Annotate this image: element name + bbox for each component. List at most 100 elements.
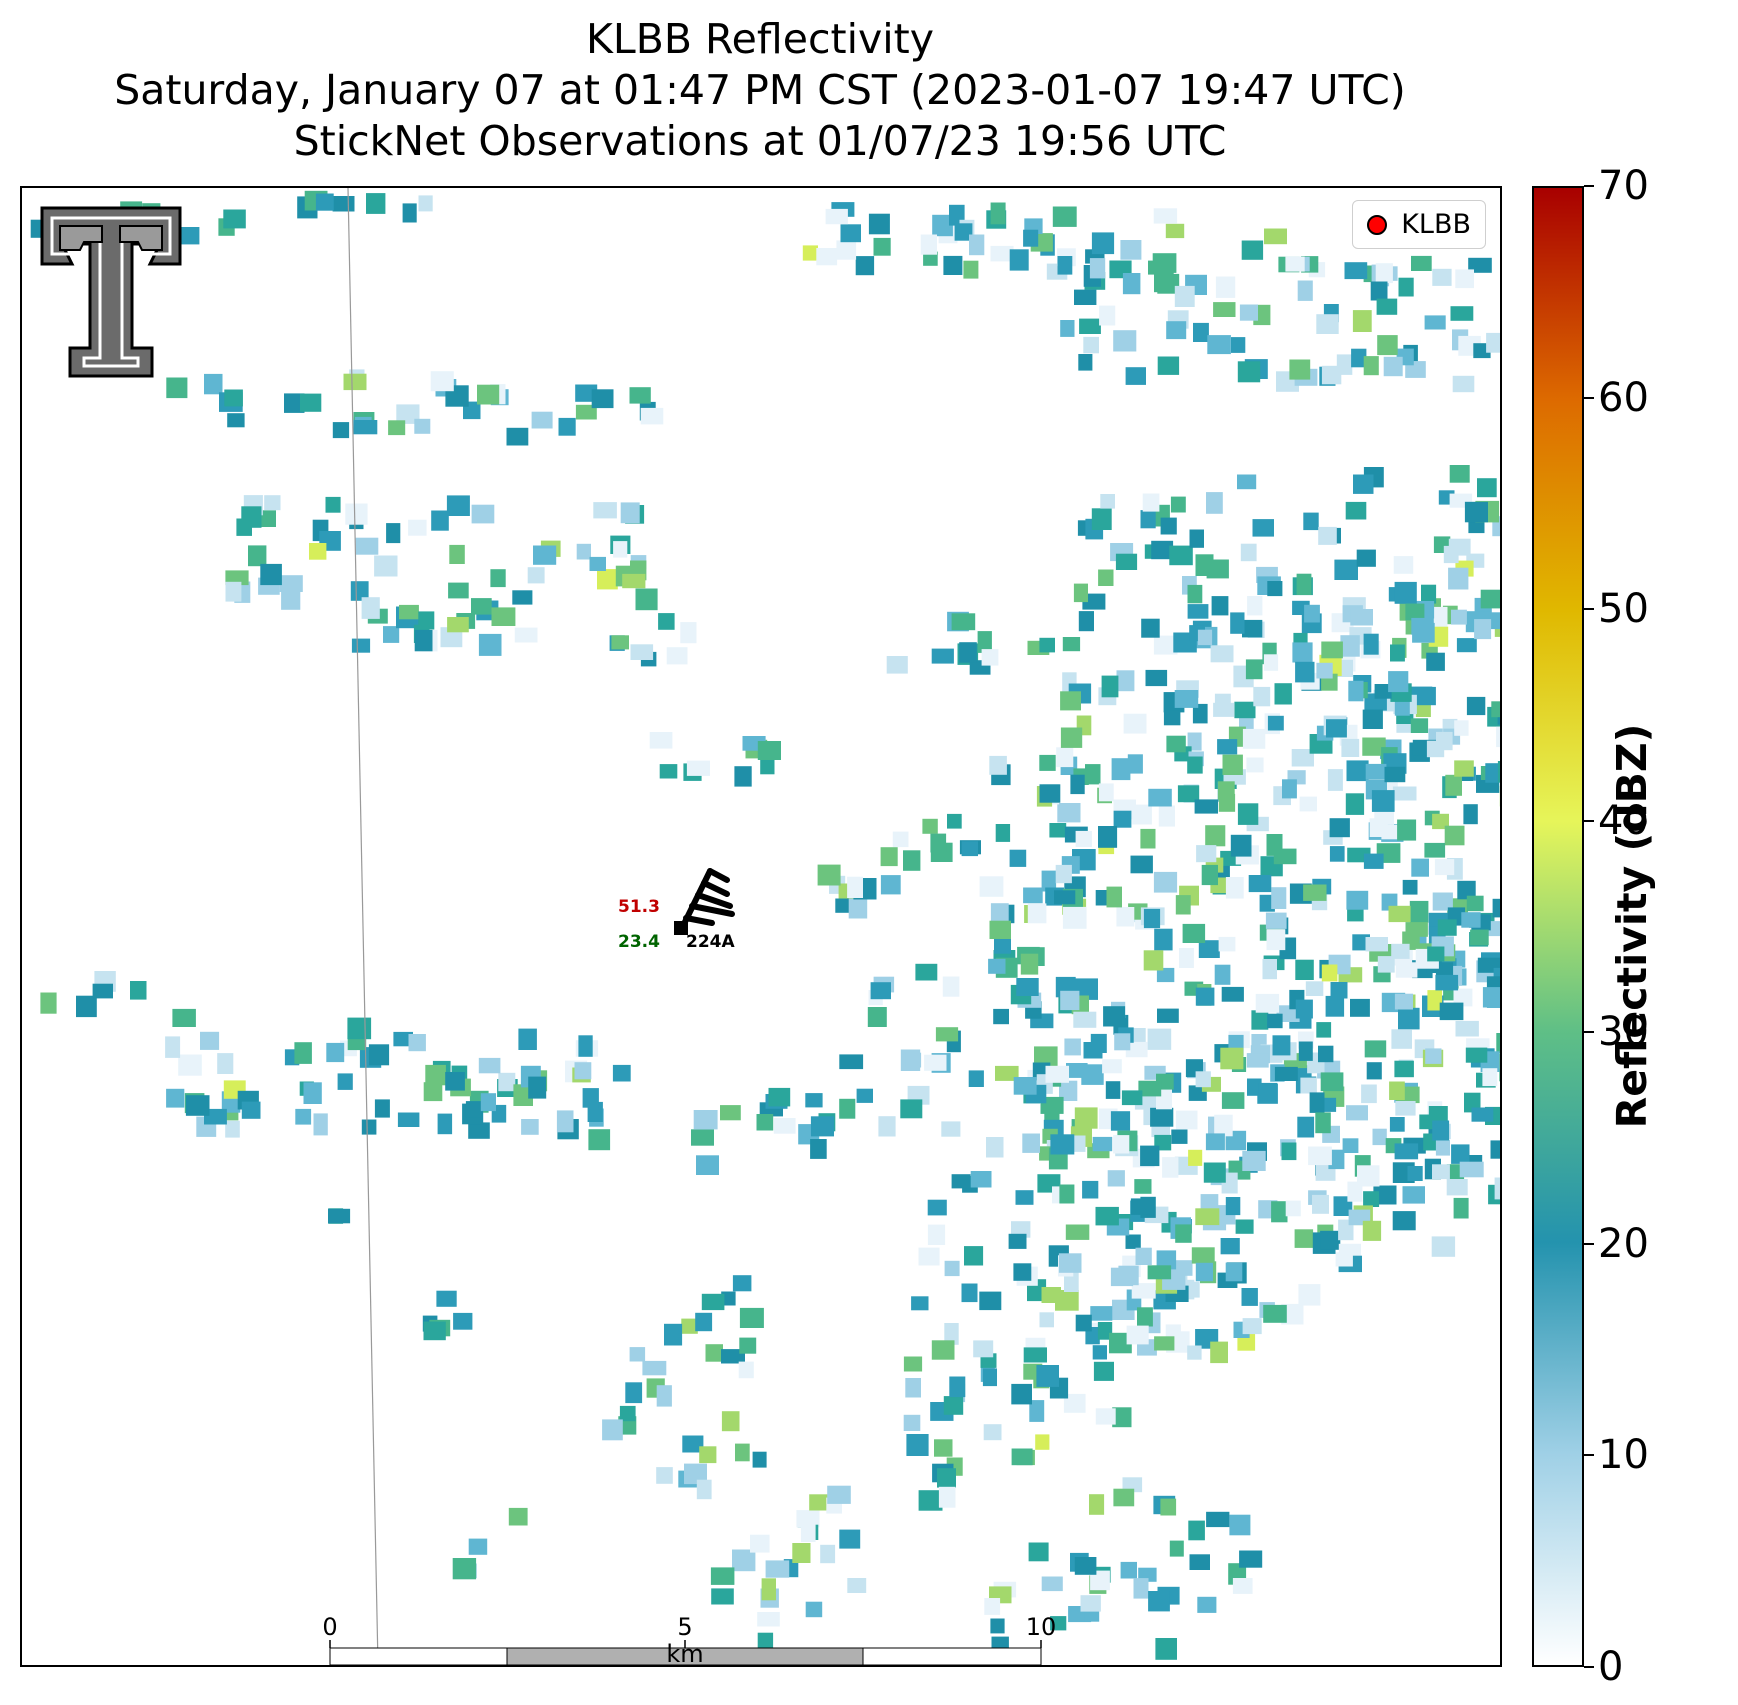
reflectivity-cell xyxy=(666,647,688,665)
reflectivity-cell xyxy=(1455,1020,1479,1037)
reflectivity-cell xyxy=(1070,1135,1086,1152)
reflectivity-cell xyxy=(1397,819,1417,841)
reflectivity-cell xyxy=(477,384,500,405)
reflectivity-cell xyxy=(1263,1304,1287,1323)
reflectivity-cell xyxy=(471,504,495,524)
reflectivity-cell xyxy=(1471,1107,1494,1122)
reflectivity-cell xyxy=(490,569,506,588)
reflectivity-cell xyxy=(227,413,245,428)
reflectivity-cell xyxy=(1308,1146,1332,1166)
reflectivity-cell xyxy=(1375,263,1393,284)
reflectivity-cell xyxy=(918,1490,943,1511)
reflectivity-cell xyxy=(1485,763,1500,783)
reflectivity-cell xyxy=(225,1120,240,1138)
reflectivity-cell xyxy=(1435,974,1459,991)
reflectivity-cell xyxy=(1320,1072,1344,1092)
reflectivity-cell xyxy=(300,393,322,412)
reflectivity-cell xyxy=(1153,635,1178,655)
reflectivity-cell xyxy=(325,496,341,513)
reflectivity-cell xyxy=(1350,998,1370,1017)
reflectivity-cell xyxy=(1357,1165,1380,1187)
reflectivity-cell xyxy=(1248,875,1272,893)
reflectivity-cell xyxy=(691,1129,714,1146)
reflectivity-cell xyxy=(521,1119,539,1135)
colorbar-tick-label: 0 xyxy=(1598,1644,1624,1690)
reflectivity-cell xyxy=(629,1347,646,1362)
reflectivity-cell xyxy=(873,237,891,256)
reflectivity-cell xyxy=(1090,1306,1113,1321)
colorbar-tick-mark xyxy=(1584,819,1594,822)
reflectivity-cell xyxy=(1157,1008,1179,1023)
reflectivity-cell xyxy=(1321,641,1343,659)
title-line-2: Saturday, January 07 at 01:47 PM CST (20… xyxy=(114,66,1406,114)
reflectivity-cell xyxy=(1427,990,1443,1011)
reflectivity-cell xyxy=(941,1121,961,1137)
reflectivity-cell xyxy=(576,543,591,560)
reflectivity-cell xyxy=(686,760,710,776)
reflectivity-cell xyxy=(1174,285,1195,307)
reflectivity-cell xyxy=(1154,928,1173,951)
sticknet-station-224A[interactable]: 51.3 23.4 224A xyxy=(618,868,735,952)
reflectivity-cell xyxy=(977,631,992,653)
reflectivity-cell xyxy=(1125,1041,1148,1058)
reflectivity-cell xyxy=(1491,701,1500,718)
reflectivity-cell xyxy=(1362,737,1386,756)
reflectivity-cell xyxy=(990,245,1014,262)
reflectivity-cell xyxy=(642,1360,667,1376)
reflectivity-cell xyxy=(757,741,781,760)
reflectivity-cell xyxy=(735,1443,750,1462)
reflectivity-cell xyxy=(1215,276,1236,298)
reflectivity-cell xyxy=(1023,229,1039,247)
reflectivity-cell xyxy=(1350,609,1373,626)
reflectivity-cell xyxy=(1242,619,1263,638)
reflectivity-cell xyxy=(388,420,406,436)
reflectivity-cell xyxy=(471,598,492,615)
reflectivity-cell xyxy=(1074,1557,1097,1575)
reflectivity-cell xyxy=(1296,573,1312,595)
reflectivity-cell xyxy=(768,1087,791,1107)
reflectivity-cell xyxy=(1384,766,1406,783)
colorbar-tick-mark xyxy=(1584,185,1594,187)
reflectivity-cell xyxy=(1008,1233,1027,1249)
reflectivity-cell xyxy=(374,555,398,577)
reflectivity-cell xyxy=(1091,508,1112,530)
reflectivity-cell xyxy=(345,503,368,525)
reflectivity-cell xyxy=(1247,1078,1262,1096)
reflectivity-cell xyxy=(681,1318,698,1334)
reflectivity-cell xyxy=(1356,549,1376,567)
radar-map[interactable]: 51.3 23.4 224A 0 5 10 km xyxy=(20,186,1502,1667)
reflectivity-cell xyxy=(1147,1265,1172,1280)
reflectivity-cell xyxy=(1346,1105,1368,1121)
reflectivity-cell xyxy=(1039,754,1056,771)
reflectivity-cell xyxy=(1052,206,1077,227)
reflectivity-cell xyxy=(979,876,1004,897)
reflectivity-cell xyxy=(1169,1540,1184,1557)
reflectivity-cell xyxy=(1082,593,1106,610)
reflectivity-cell xyxy=(1093,1361,1114,1381)
reflectivity-cell xyxy=(1213,702,1235,717)
reflectivity-cell xyxy=(1009,249,1029,271)
reflectivity-cell xyxy=(1468,257,1492,273)
reflectivity-cell xyxy=(1075,978,1098,1000)
reflectivity-cell xyxy=(1448,567,1469,590)
reflectivity-cell xyxy=(1242,1318,1262,1335)
reflectivity-cell xyxy=(1140,510,1156,529)
reflectivity-cell xyxy=(393,1031,413,1047)
reflectivity-cell xyxy=(855,256,875,276)
reflectivity-cell xyxy=(981,649,999,666)
reflectivity-cell xyxy=(1158,805,1175,827)
reflectivity-cell xyxy=(361,1119,377,1135)
reflectivity-cell xyxy=(430,371,454,392)
colorbar-tick-label: 10 xyxy=(1598,1432,1649,1479)
reflectivity-cell xyxy=(1009,849,1027,867)
reflectivity-cell xyxy=(1480,589,1500,609)
reflectivity-cell xyxy=(1342,1138,1359,1153)
reflectivity-cell xyxy=(448,582,469,599)
reflectivity-cell xyxy=(1497,761,1500,783)
reflectivity-cell xyxy=(1329,818,1350,838)
reflectivity-cell xyxy=(130,981,147,1000)
reflectivity-cell xyxy=(1027,903,1047,924)
reflectivity-cell xyxy=(1050,1616,1067,1631)
reflectivity-cell xyxy=(963,260,979,279)
county-boundary-line xyxy=(347,188,379,1665)
